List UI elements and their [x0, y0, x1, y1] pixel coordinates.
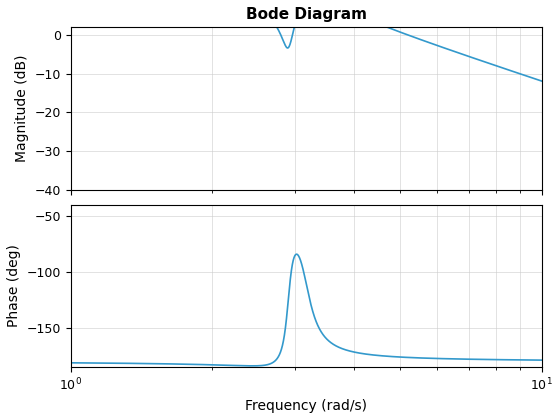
- Title: Bode Diagram: Bode Diagram: [246, 7, 367, 22]
- Y-axis label: Magnitude (dB): Magnitude (dB): [15, 55, 29, 162]
- Y-axis label: Phase (deg): Phase (deg): [7, 244, 21, 327]
- X-axis label: Frequency (rad/s): Frequency (rad/s): [245, 399, 367, 413]
